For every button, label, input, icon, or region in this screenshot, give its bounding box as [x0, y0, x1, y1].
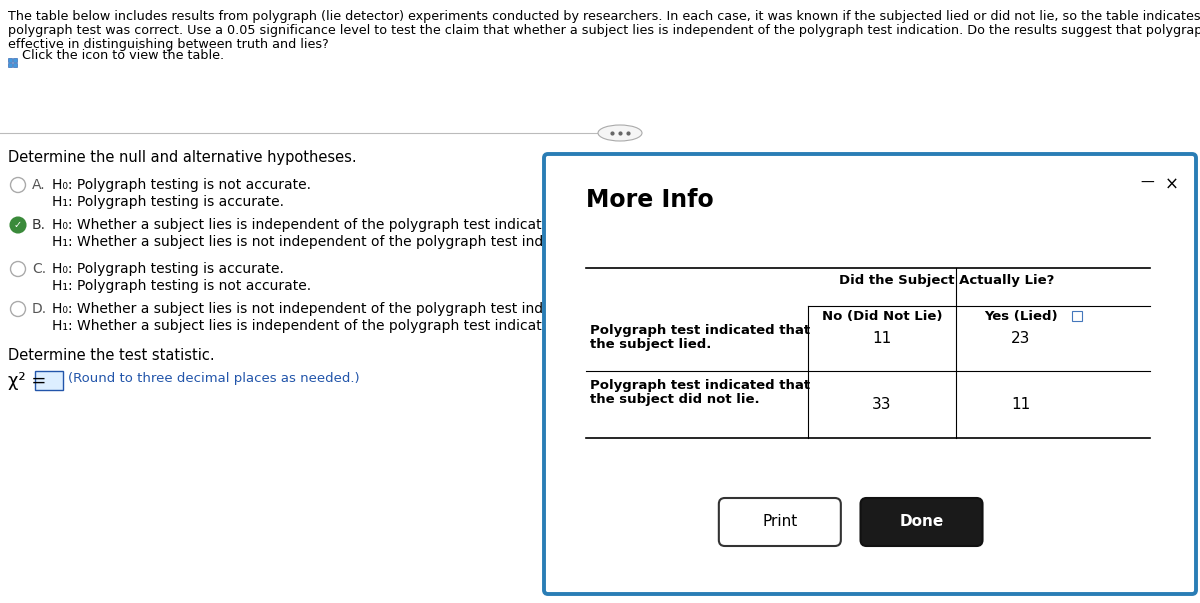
Text: Determine the test statistic.: Determine the test statistic.	[8, 348, 215, 363]
FancyBboxPatch shape	[35, 371, 64, 390]
Text: χ² =: χ² =	[8, 372, 47, 390]
Text: Done: Done	[899, 514, 943, 529]
Text: 33: 33	[872, 397, 892, 412]
Text: Yes (Lied): Yes (Lied)	[984, 310, 1058, 323]
Text: H₁: Polygraph testing is not accurate.: H₁: Polygraph testing is not accurate.	[52, 279, 311, 293]
Bar	[1072, 311, 1082, 321]
Text: C.: C.	[32, 262, 46, 276]
Text: H₁: Whether a subject lies is not independent of the polygraph test indication.: H₁: Whether a subject lies is not indepe…	[52, 235, 594, 249]
Text: The table below includes results from polygraph (lie detector) experiments condu: The table below includes results from po…	[8, 10, 1200, 23]
Text: H₁: Polygraph testing is accurate.: H₁: Polygraph testing is accurate.	[52, 195, 284, 209]
Text: the subject lied.: the subject lied.	[590, 338, 712, 351]
Text: Polygraph test indicated that: Polygraph test indicated that	[590, 379, 810, 392]
Text: Polygraph test indicated that: Polygraph test indicated that	[590, 324, 810, 337]
Text: ✓: ✓	[14, 220, 22, 230]
Ellipse shape	[598, 125, 642, 141]
Text: 11: 11	[1012, 397, 1031, 412]
Circle shape	[11, 262, 25, 277]
Text: H₀: Whether a subject lies is not independent of the polygraph test indication.: H₀: Whether a subject lies is not indepe…	[52, 302, 594, 316]
Text: 23: 23	[1012, 331, 1031, 346]
Text: ×: ×	[1165, 176, 1178, 194]
Text: Print: Print	[762, 514, 798, 529]
Bar	[8, 63, 12, 67]
Text: (Round to three decimal places as needed.): (Round to three decimal places as needed…	[68, 372, 360, 385]
FancyBboxPatch shape	[544, 154, 1196, 594]
Circle shape	[11, 177, 25, 192]
Text: effective in distinguishing between truth and lies?: effective in distinguishing between trut…	[8, 38, 329, 51]
Bar	[8, 58, 12, 62]
Text: A.: A.	[32, 178, 46, 192]
Bar	[13, 58, 17, 62]
FancyBboxPatch shape	[719, 498, 841, 546]
Text: the subject did not lie.: the subject did not lie.	[590, 393, 760, 406]
Text: Click the icon to view the table.: Click the icon to view the table.	[22, 49, 224, 62]
Text: H₀: Polygraph testing is not accurate.: H₀: Polygraph testing is not accurate.	[52, 178, 311, 192]
Circle shape	[11, 302, 25, 317]
Text: Determine the null and alternative hypotheses.: Determine the null and alternative hypot…	[8, 150, 356, 165]
Text: H₀: Whether a subject lies is independent of the polygraph test indication.: H₀: Whether a subject lies is independen…	[52, 218, 568, 232]
Text: B.: B.	[32, 218, 46, 232]
Bar	[13, 63, 17, 67]
Text: No (Did Not Lie): No (Did Not Lie)	[822, 310, 942, 323]
Text: H₀: Polygraph testing is accurate.: H₀: Polygraph testing is accurate.	[52, 262, 284, 276]
Text: H₁: Whether a subject lies is independent of the polygraph test indication.: H₁: Whether a subject lies is independen…	[52, 319, 568, 333]
Text: 11: 11	[872, 331, 892, 346]
Circle shape	[11, 218, 25, 233]
Text: D.: D.	[32, 302, 47, 316]
Text: —: —	[1140, 176, 1154, 190]
Text: polygraph test was correct. Use a 0.05 significance level to test the claim that: polygraph test was correct. Use a 0.05 s…	[8, 24, 1200, 37]
Text: More Info: More Info	[586, 188, 714, 212]
FancyBboxPatch shape	[860, 498, 983, 546]
Text: Did the Subject Actually Lie?: Did the Subject Actually Lie?	[839, 274, 1055, 287]
